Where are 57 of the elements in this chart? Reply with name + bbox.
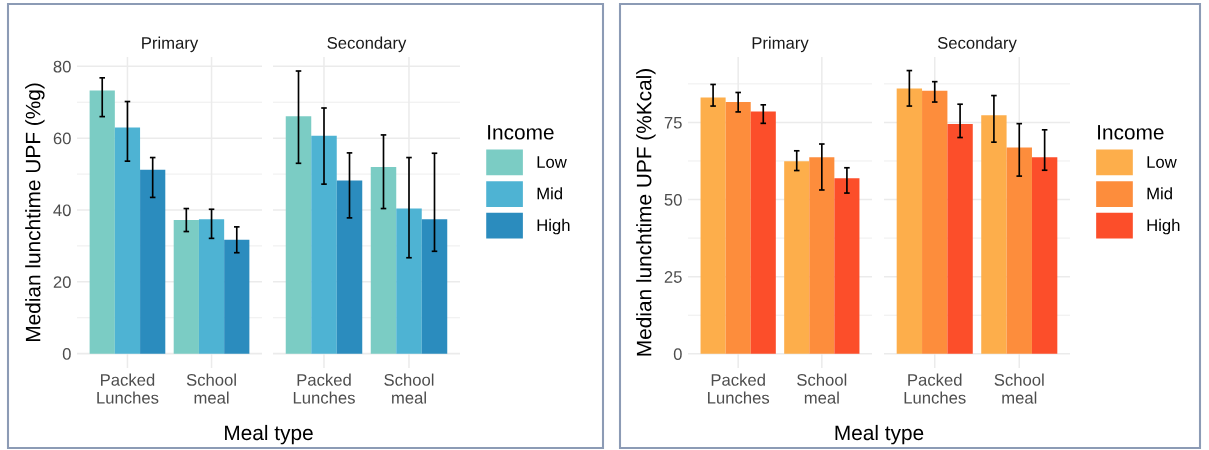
legend-label: Mid (537, 187, 562, 200)
y-tick-label: 75 (664, 116, 682, 129)
bar (198, 219, 225, 354)
x-tick-label: Packed Lunches (904, 373, 966, 404)
bar (922, 90, 948, 354)
y-axis-title: Median lunchtime UPF (%Kcal) (636, 69, 656, 356)
bar (173, 220, 199, 354)
x-tick-label: School meal (797, 373, 847, 404)
bar (336, 180, 363, 354)
y-tick-label: 20 (53, 276, 71, 289)
y-tick-label: 50 (664, 193, 682, 206)
bar (947, 123, 973, 354)
chart-title: Primary (142, 36, 199, 53)
bar (896, 88, 923, 354)
chart-title: Secondary (937, 36, 1017, 53)
x-tick-label: School meal (994, 373, 1044, 404)
legend-label: Low (537, 156, 567, 168)
bar (370, 166, 397, 354)
bar (834, 178, 860, 354)
bar (421, 219, 448, 354)
bar (784, 161, 810, 354)
legend-title: Income (1098, 125, 1164, 140)
y-axis-title: Median lunchtime UPF (%g) (25, 83, 45, 342)
x-axis-title: Meal type (225, 424, 313, 445)
legend-label: Mid (1147, 187, 1172, 200)
bar (750, 111, 776, 354)
bar (981, 115, 1007, 354)
x-tick-label: Packed Lunches (293, 373, 355, 404)
bar (285, 116, 312, 354)
x-tick-label: School meal (384, 373, 434, 404)
y-tick-label: 0 (62, 348, 71, 360)
bar (89, 90, 115, 354)
chart-title: Secondary (327, 36, 407, 53)
chart-title: Primary (752, 36, 809, 53)
bar (396, 208, 422, 354)
x-tick-label: Packed Lunches (708, 373, 770, 404)
bar (1031, 157, 1058, 354)
bar (700, 97, 726, 354)
bar (140, 169, 166, 354)
legend-title: Income (488, 125, 554, 140)
x-tick-label: School meal (186, 373, 236, 404)
x-tick-label: Packed Lunches (97, 373, 159, 404)
legend-label: Low (1147, 156, 1177, 168)
bar (725, 102, 751, 354)
bar (114, 127, 141, 354)
y-tick-label: 80 (53, 60, 71, 73)
bar (311, 135, 337, 354)
y-tick-label: 40 (53, 204, 71, 217)
y-tick-label: 25 (664, 271, 682, 283)
bar (1006, 147, 1032, 354)
legend-label: High (537, 218, 570, 235)
bar (224, 239, 250, 354)
y-tick-label: 0 (673, 348, 682, 361)
x-axis-title: Meal type (835, 424, 924, 445)
y-tick-label: 60 (53, 132, 71, 145)
legend-label: High (1147, 218, 1180, 235)
bar (809, 157, 835, 354)
